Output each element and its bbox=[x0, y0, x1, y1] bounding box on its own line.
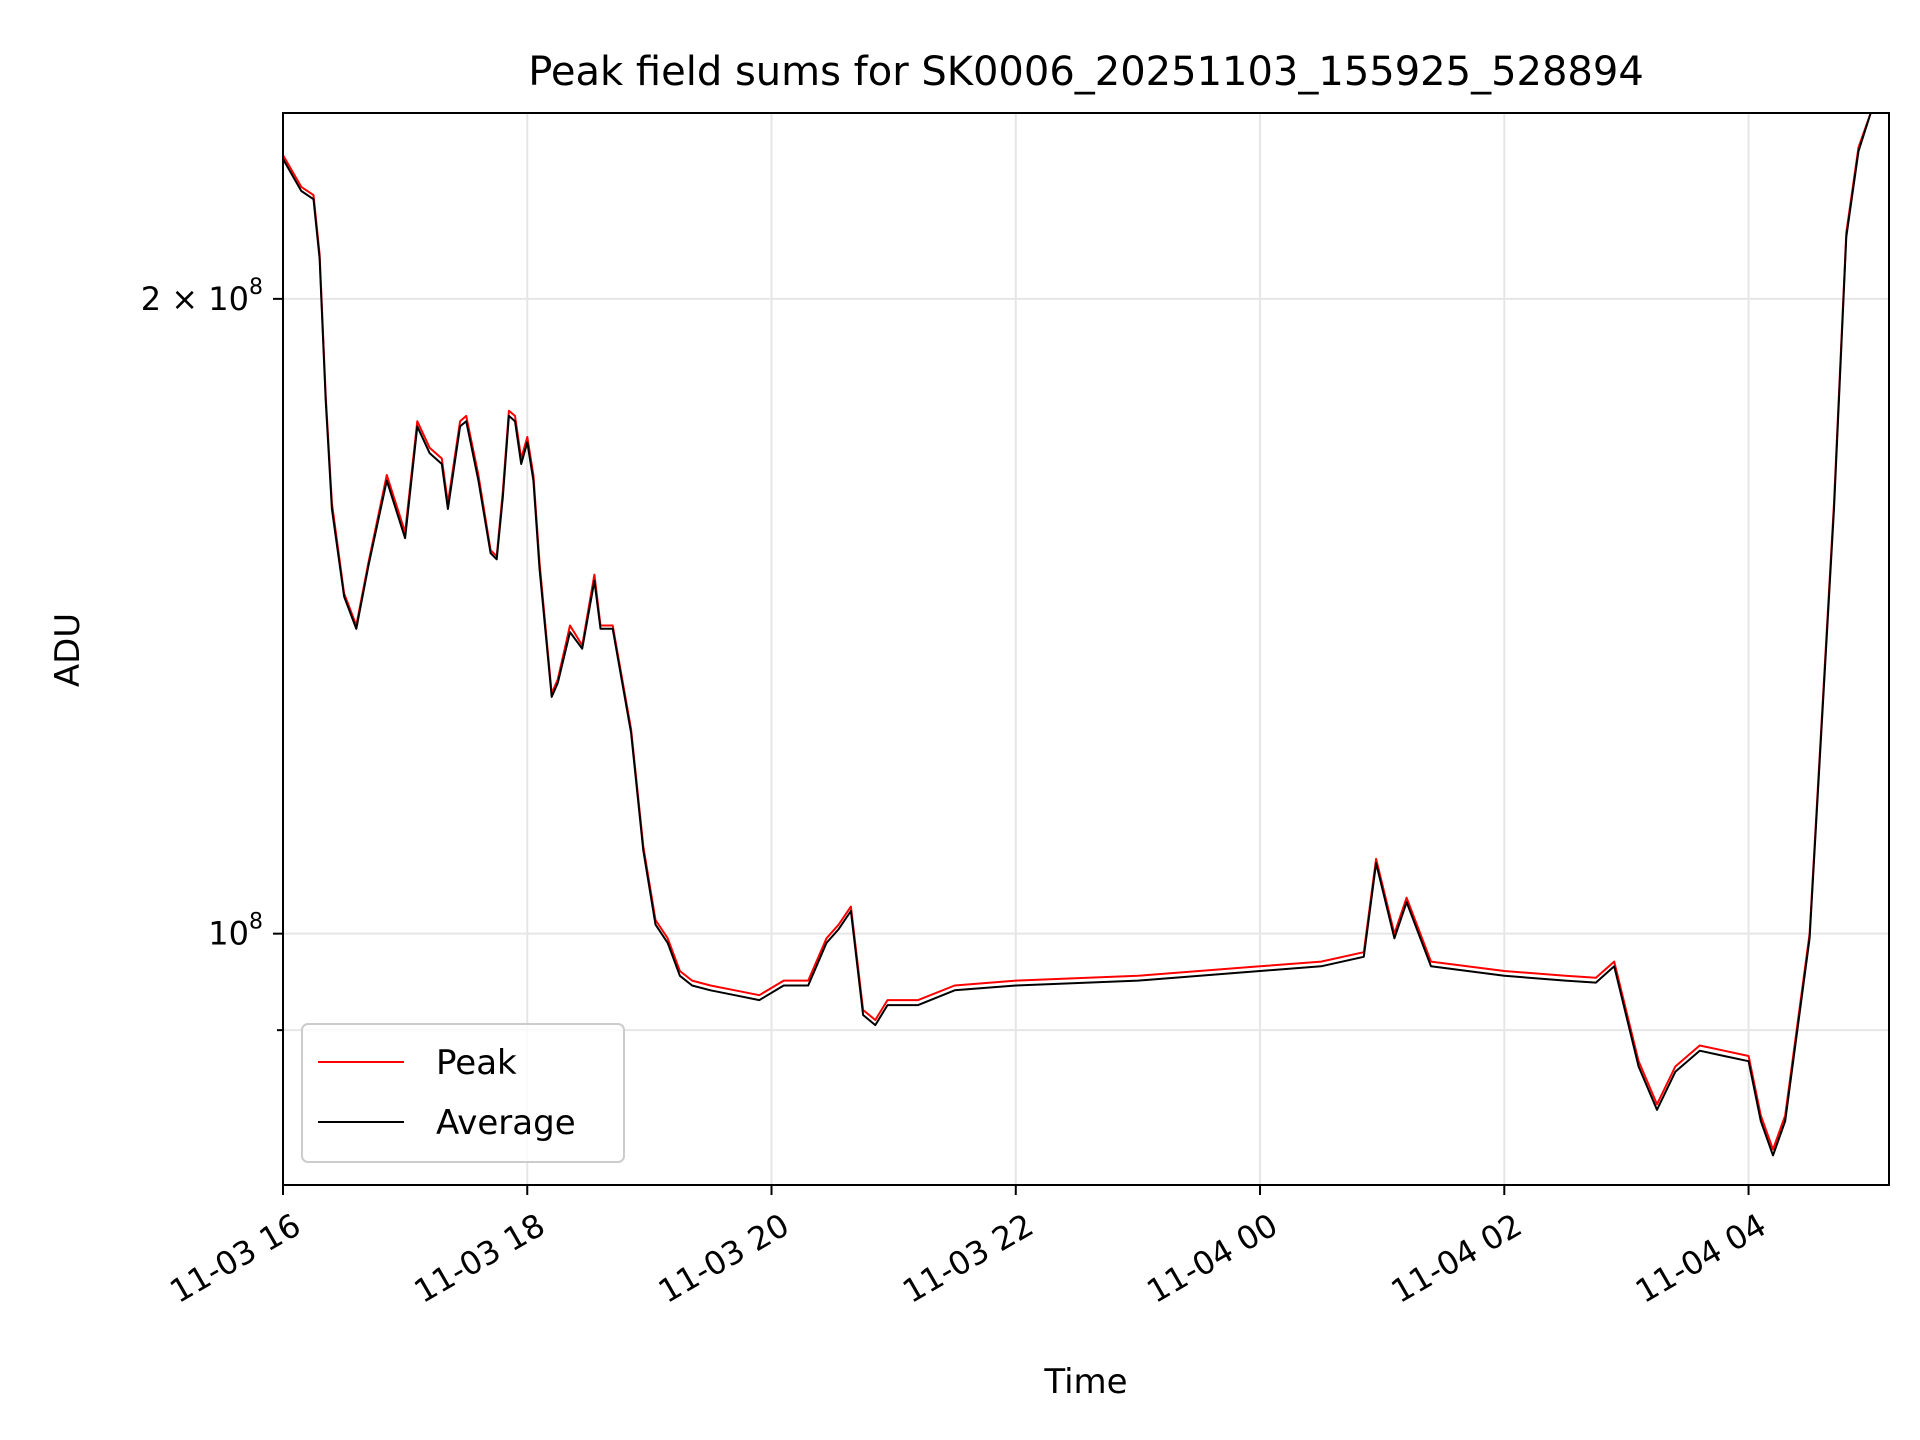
x-tick-label: 11-04 04 bbox=[1629, 1206, 1773, 1311]
x-tick-label: 11-03 20 bbox=[652, 1206, 796, 1311]
series-line-peak bbox=[282, 112, 1889, 1151]
legend: Peak Average bbox=[301, 1023, 625, 1163]
series-line-average bbox=[282, 112, 1889, 1157]
x-tick-label: 11-03 16 bbox=[163, 1206, 307, 1311]
x-axis-label: Time bbox=[1043, 1362, 1127, 1402]
x-tick-label: 11-04 00 bbox=[1140, 1206, 1284, 1311]
legend-box bbox=[301, 1023, 625, 1163]
chart-title: Peak field sums for SK0006_20251103_1559… bbox=[528, 49, 1644, 95]
legend-label-average: Average bbox=[436, 1103, 576, 1143]
y-tick-label: 108 bbox=[208, 910, 263, 953]
y-axis: 2 × 108 108 bbox=[141, 275, 283, 1032]
x-tick-label: 11-04 02 bbox=[1385, 1206, 1529, 1311]
series-layer bbox=[282, 112, 1889, 1157]
y-tick-label: 2 × 108 bbox=[141, 275, 263, 318]
plot-frame bbox=[282, 112, 1890, 1186]
y-axis-label: ADU bbox=[48, 613, 88, 687]
x-tick-label: 11-03 22 bbox=[896, 1206, 1040, 1311]
grid-layer bbox=[282, 113, 1889, 1185]
x-tick-label: 11-03 18 bbox=[408, 1206, 552, 1311]
x-axis: 11-03 16 11-03 18 11-03 20 11-03 22 11-04 00… bbox=[163, 1185, 1773, 1311]
legend-label-peak: Peak bbox=[436, 1043, 517, 1083]
